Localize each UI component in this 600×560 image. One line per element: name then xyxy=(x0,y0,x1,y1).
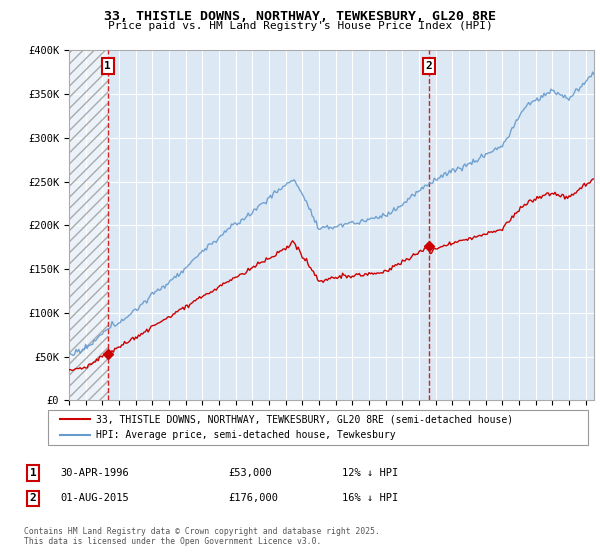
Text: 1: 1 xyxy=(29,468,37,478)
Text: 01-AUG-2015: 01-AUG-2015 xyxy=(60,493,129,503)
Text: £176,000: £176,000 xyxy=(228,493,278,503)
Text: 30-APR-1996: 30-APR-1996 xyxy=(60,468,129,478)
Text: 16% ↓ HPI: 16% ↓ HPI xyxy=(342,493,398,503)
Text: Price paid vs. HM Land Registry's House Price Index (HPI): Price paid vs. HM Land Registry's House … xyxy=(107,21,493,31)
Text: 2: 2 xyxy=(29,493,37,503)
Text: 1: 1 xyxy=(104,61,111,71)
Text: 12% ↓ HPI: 12% ↓ HPI xyxy=(342,468,398,478)
Text: 2: 2 xyxy=(425,61,432,71)
Bar xyxy=(69,50,108,400)
Text: 33, THISTLE DOWNS, NORTHWAY, TEWKESBURY, GL20 8RE: 33, THISTLE DOWNS, NORTHWAY, TEWKESBURY,… xyxy=(104,10,496,23)
Text: 33, THISTLE DOWNS, NORTHWAY, TEWKESBURY, GL20 8RE (semi-detached house): 33, THISTLE DOWNS, NORTHWAY, TEWKESBURY,… xyxy=(96,414,513,424)
Bar xyxy=(69,50,108,400)
Text: Contains HM Land Registry data © Crown copyright and database right 2025.
This d: Contains HM Land Registry data © Crown c… xyxy=(24,526,380,546)
Text: HPI: Average price, semi-detached house, Tewkesbury: HPI: Average price, semi-detached house,… xyxy=(96,430,395,440)
Text: £53,000: £53,000 xyxy=(228,468,272,478)
